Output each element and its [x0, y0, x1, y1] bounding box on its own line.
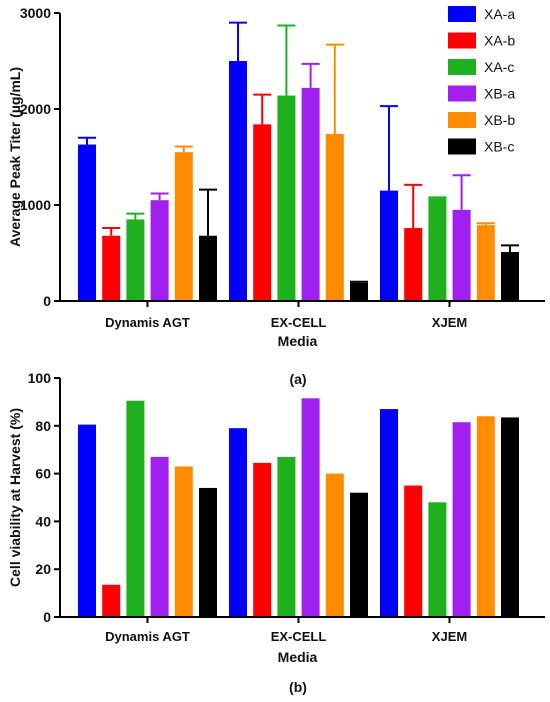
x-tick-label: EX-CELL	[271, 315, 327, 330]
bar-XB-b-XJEM	[476, 416, 495, 617]
error-bar-XB-c-EX-CELL	[350, 280, 368, 283]
error-bar-XA-b-XJEM	[404, 183, 423, 229]
bar-XB-a-XJEM	[452, 422, 471, 617]
error-bar-XB-b-XJEM	[476, 222, 495, 226]
bar-XB-c-EX-CELL	[350, 492, 368, 617]
bar-XB-c-XJEM	[501, 417, 519, 617]
chart-panel-a: 0 1000 2000 3000 Dynamis AGT EX-CELL XJEM Avera…	[7, 5, 545, 387]
error-bar-XA-b-EX-CELL	[253, 93, 272, 125]
bar-XB-a-XJEM	[452, 209, 471, 301]
legend-label: XB-b	[484, 112, 515, 128]
error-bar-XB-c-Dynamis-AGT	[199, 188, 217, 236]
bar-XA-b-XJEM	[404, 228, 423, 301]
x-axis-title: Media	[278, 649, 318, 665]
error-bar-XA-c-EX-CELL	[277, 24, 296, 96]
legend-swatch-XB-c	[448, 138, 476, 155]
y-axis-title: Cell viability at Harvest (%)	[7, 408, 23, 587]
bar-XA-a-XJEM	[380, 409, 398, 617]
y-tick-label: 100	[28, 370, 52, 386]
bar-XA-a-EX-CELL	[229, 428, 247, 617]
bar-XB-a-EX-CELL	[301, 87, 320, 301]
x-tick-label: Dynamis AGT	[105, 629, 190, 644]
x-tick-label: EX-CELL	[271, 629, 327, 644]
bar-XB-b-EX-CELL	[325, 473, 344, 617]
bar-XA-b-EX-CELL	[253, 462, 272, 617]
bar-XA-b-XJEM	[404, 485, 423, 617]
bar-XB-c-EX-CELL	[350, 282, 368, 301]
y-tick-label: 0	[43, 293, 51, 309]
y-tick-label: 40	[35, 513, 51, 529]
bar-XA-b-Dynamis-AGT	[102, 235, 121, 301]
error-bar-XB-a-EX-CELL	[301, 62, 320, 88]
axes	[54, 12, 545, 307]
bar-XB-b-EX-CELL	[325, 133, 344, 301]
bar-XB-c-XJEM	[501, 252, 519, 301]
legend-swatch-XA-c	[448, 59, 476, 75]
legend-label: XA-a	[484, 6, 515, 22]
legend-label: XA-b	[484, 33, 515, 49]
error-bar-XB-b-Dynamis-AGT	[174, 145, 193, 153]
y-tick-label: 20	[35, 561, 51, 577]
legend-label: XA-c	[484, 59, 514, 75]
bar-XB-c-Dynamis-AGT	[199, 487, 217, 617]
bar-XB-b-XJEM	[476, 225, 495, 301]
error-bar-XA-a-XJEM	[380, 105, 398, 191]
bar-XA-c-XJEM	[428, 198, 447, 301]
error-bar-XB-c-XJEM	[501, 244, 519, 253]
error-bar-XA-c-Dynamis-AGT	[126, 212, 145, 220]
error-bar-XA-b-Dynamis-AGT	[102, 227, 121, 236]
bar-XA-c-EX-CELL	[277, 95, 296, 301]
error-bar-XA-a-Dynamis-AGT	[78, 136, 96, 145]
error-bar-XA-c-XJEM	[428, 196, 447, 199]
bar-XB-c-Dynamis-AGT	[199, 235, 217, 301]
y-tick-label: 1000	[20, 197, 51, 213]
legend-swatch-XB-b	[448, 112, 476, 128]
panel-label: (a)	[289, 371, 306, 387]
bar-XB-b-Dynamis-AGT	[174, 152, 193, 301]
bar-XA-a-Dynamis-AGT	[78, 144, 96, 301]
bar-XB-b-Dynamis-AGT	[174, 466, 193, 617]
legend: XA-a XA-b XA-c XB-a XB-b XB-c	[448, 6, 515, 155]
y-tick-label: 2000	[20, 101, 51, 117]
bar-XA-a-XJEM	[380, 190, 398, 301]
x-tick-label: XJEM	[432, 315, 467, 330]
bar-XB-a-EX-CELL	[301, 398, 320, 617]
panel-label: (b)	[289, 679, 307, 695]
x-axis-title: Media	[278, 333, 318, 349]
error-bar-XB-b-EX-CELL	[325, 43, 344, 134]
x-tick-label: XJEM	[432, 629, 467, 644]
error-bar-XB-a-XJEM	[452, 174, 471, 210]
chart-panel-b: 0 20 40 60 80 100 Dynamis AGT EX-CELL XJEM Cell v…	[7, 370, 545, 695]
y-axis-title: Average Peak Titer (µg/mL)	[7, 67, 23, 247]
bar-XA-b-Dynamis-AGT	[102, 584, 121, 617]
y-tick-label: 60	[35, 466, 51, 482]
y-tick-label: 80	[35, 418, 51, 434]
legend-label: XB-a	[484, 86, 515, 102]
bar-XA-a-EX-CELL	[229, 61, 247, 301]
legend-label: XB-c	[484, 139, 514, 155]
y-tick-label: 0	[43, 609, 51, 625]
error-bar-XB-a-Dynamis-AGT	[150, 192, 169, 201]
legend-swatch-XA-a	[448, 6, 476, 22]
bar-XA-c-XJEM	[428, 502, 447, 617]
bar-XA-c-Dynamis-AGT	[126, 219, 145, 301]
bar-XA-c-EX-CELL	[277, 456, 296, 617]
bar-XA-c-Dynamis-AGT	[126, 400, 145, 617]
axes	[54, 377, 545, 623]
legend-swatch-XA-b	[448, 32, 476, 49]
y-tick-label: 3000	[20, 5, 51, 21]
error-bar-XA-a-EX-CELL	[229, 21, 247, 61]
x-tick-label: Dynamis AGT	[105, 315, 190, 330]
legend-swatch-XB-a	[448, 85, 476, 102]
bar-XB-a-Dynamis-AGT	[150, 200, 169, 301]
bar-XB-a-Dynamis-AGT	[150, 456, 169, 617]
bar-XA-a-Dynamis-AGT	[78, 424, 96, 617]
bar-XA-b-EX-CELL	[253, 124, 272, 301]
